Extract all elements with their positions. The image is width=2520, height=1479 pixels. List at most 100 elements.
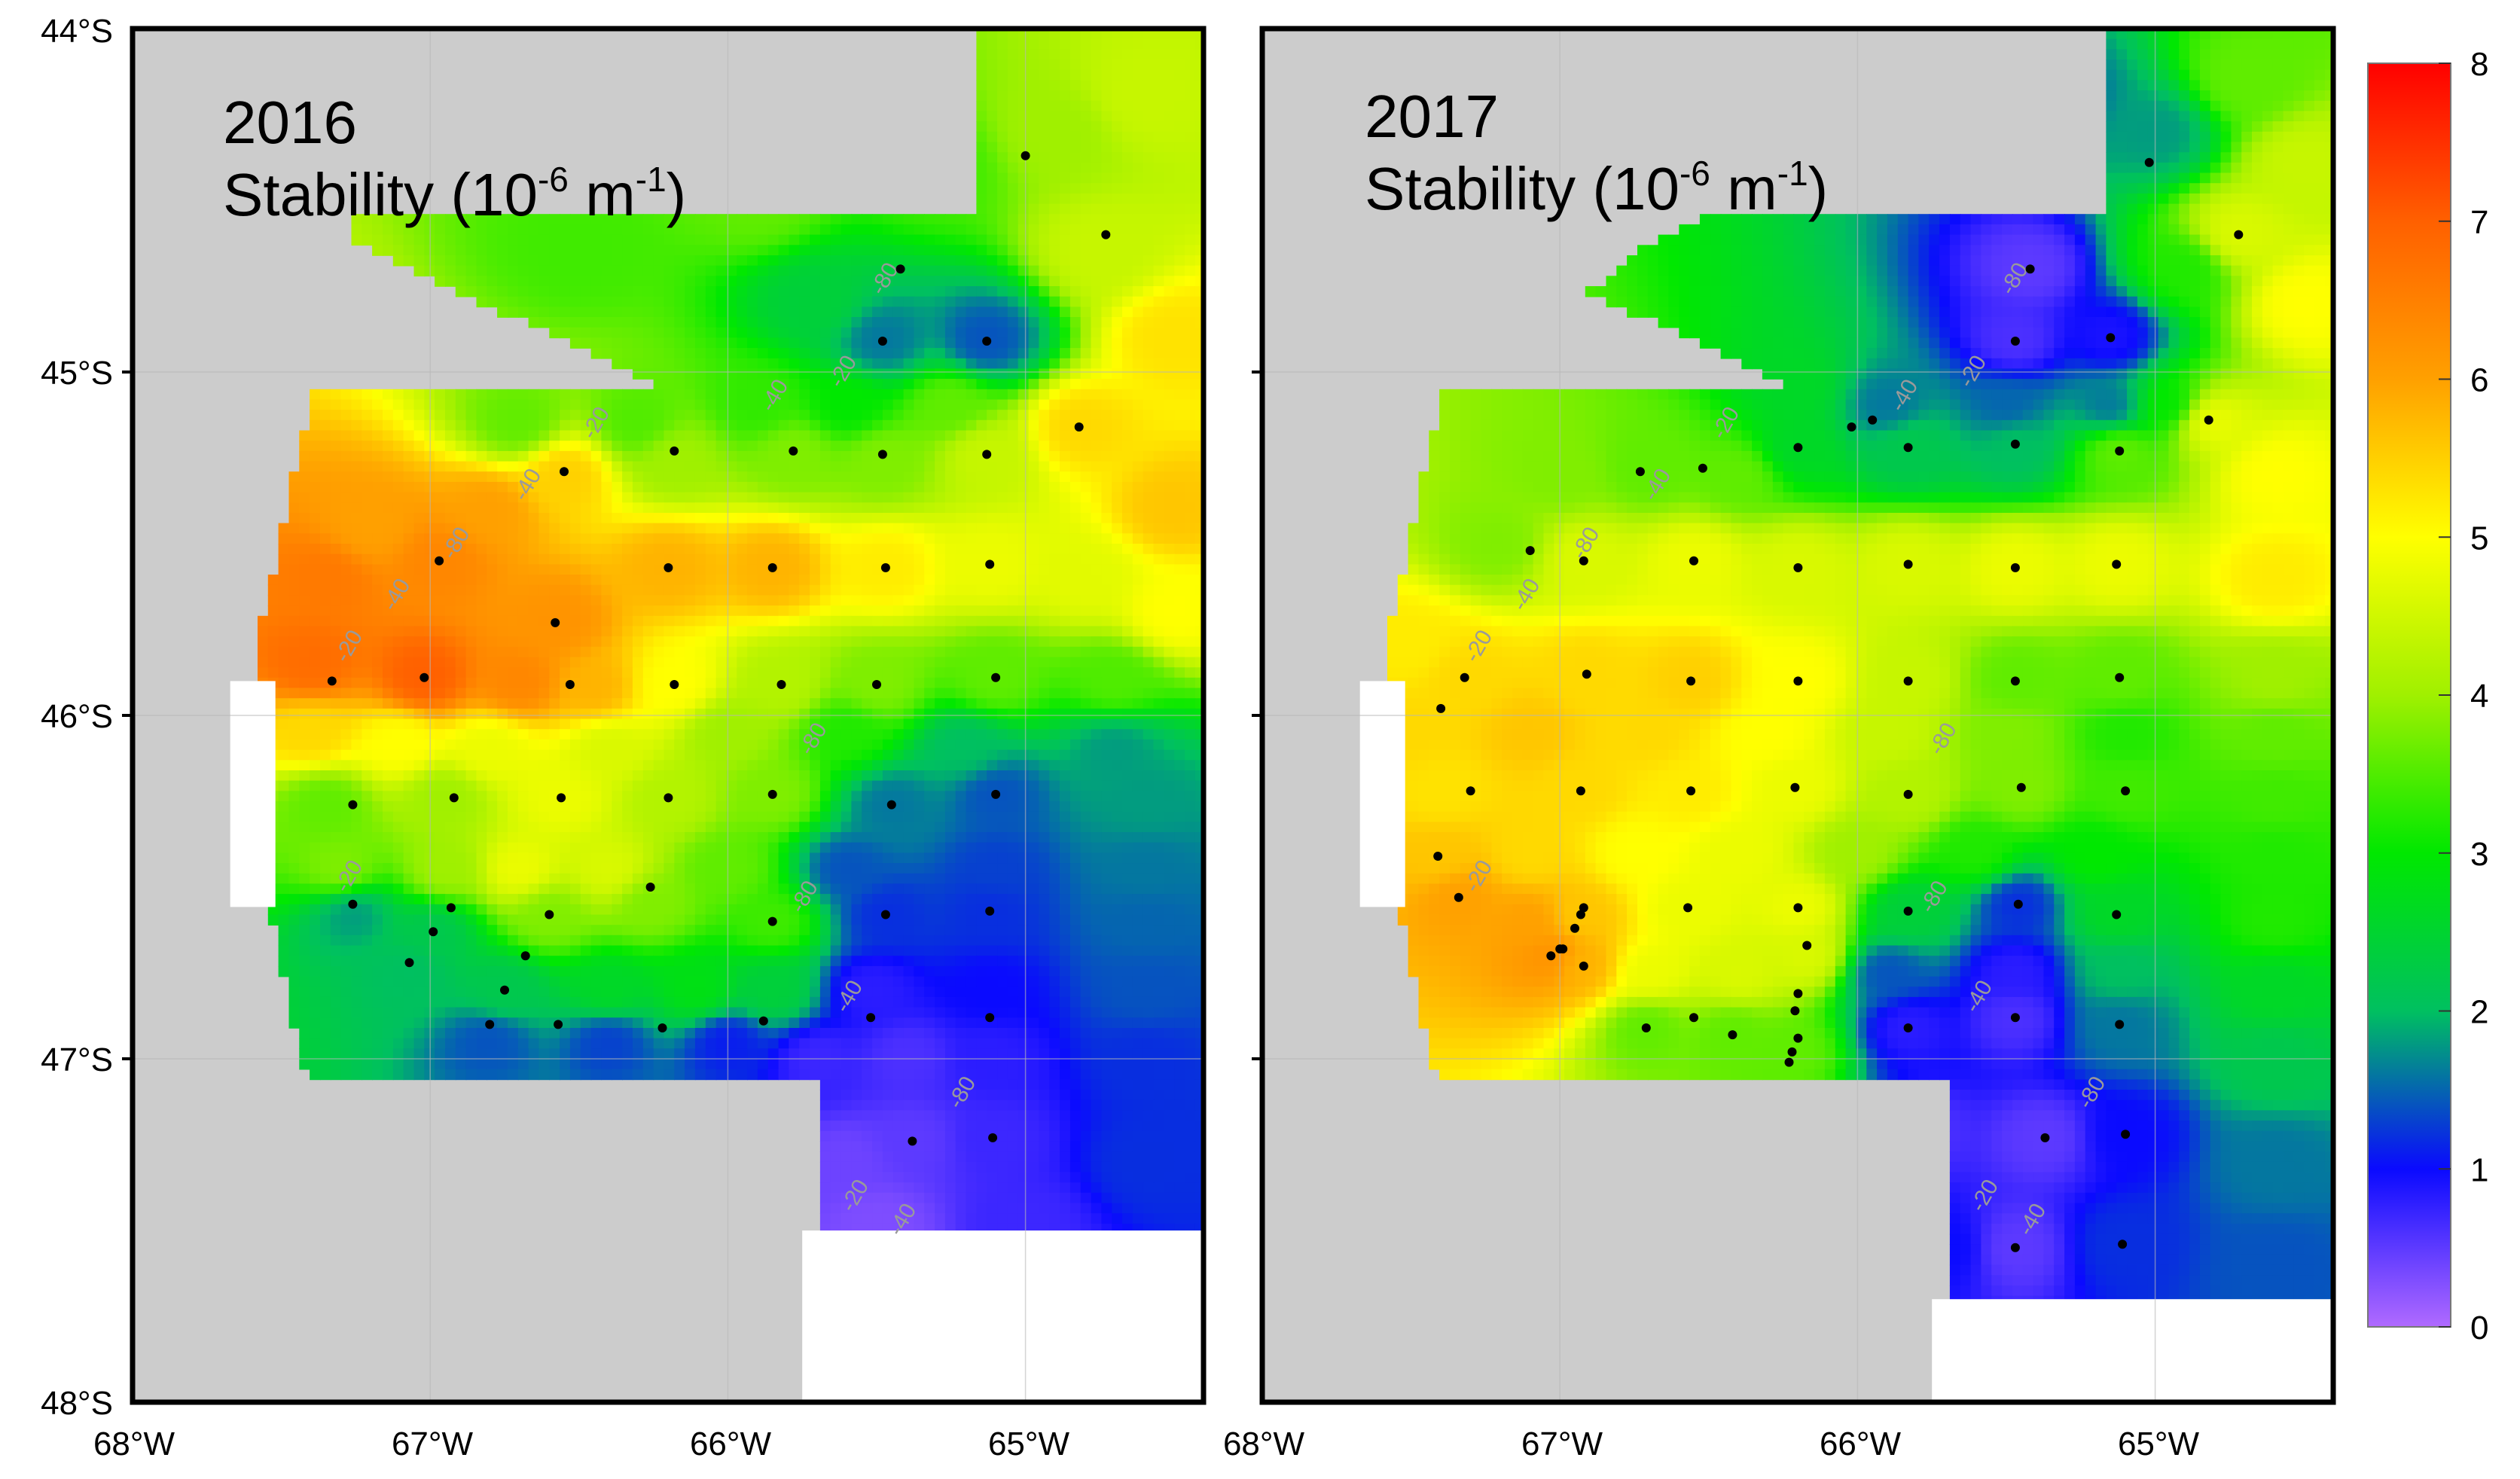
field-cell bbox=[694, 389, 706, 401]
field-cell bbox=[288, 646, 301, 658]
field-cell bbox=[757, 575, 769, 586]
field-cell bbox=[487, 595, 498, 606]
field-cell bbox=[622, 224, 633, 236]
field-cell bbox=[1164, 29, 1175, 40]
field-cell bbox=[737, 513, 748, 524]
field-cell bbox=[1153, 80, 1165, 91]
field-cell bbox=[747, 739, 758, 751]
field-cell bbox=[810, 615, 821, 627]
field-cell bbox=[612, 441, 623, 452]
field-cell bbox=[642, 234, 654, 246]
field-cell bbox=[601, 513, 612, 524]
field-cell bbox=[810, 584, 821, 596]
field-cell bbox=[892, 739, 905, 751]
field-cell bbox=[789, 513, 800, 524]
field-cell bbox=[1164, 69, 1175, 81]
field-cell bbox=[435, 265, 446, 277]
field-cell bbox=[955, 718, 967, 730]
field-cell bbox=[674, 544, 685, 555]
field-cell bbox=[351, 760, 363, 771]
field-cell bbox=[1101, 203, 1112, 215]
field-cell bbox=[1017, 553, 1030, 566]
field-cell bbox=[1174, 718, 1185, 730]
field-cell bbox=[632, 296, 644, 308]
field-cell bbox=[1101, 533, 1112, 544]
field-cell bbox=[383, 688, 394, 699]
field-cell bbox=[1174, 698, 1185, 709]
field-cell bbox=[1143, 770, 1155, 782]
field-cell bbox=[737, 265, 748, 277]
field-cell bbox=[789, 533, 800, 544]
field-cell bbox=[924, 553, 935, 566]
field-cell bbox=[653, 739, 665, 751]
field-cell bbox=[632, 564, 644, 575]
field-cell bbox=[465, 605, 477, 617]
field-cell bbox=[747, 708, 758, 720]
field-cell bbox=[819, 595, 831, 606]
field-cell bbox=[528, 276, 540, 287]
field-cell bbox=[1039, 368, 1050, 380]
field-cell bbox=[997, 708, 1008, 720]
field-cell bbox=[528, 677, 540, 689]
field-cell bbox=[955, 523, 967, 535]
field-cell bbox=[476, 441, 488, 452]
field-cell bbox=[767, 575, 779, 586]
field-cell bbox=[1164, 430, 1175, 441]
field-cell bbox=[278, 523, 290, 535]
field-cell bbox=[737, 471, 748, 483]
field-cell bbox=[1028, 90, 1040, 102]
field-cell bbox=[487, 430, 498, 441]
field-cell bbox=[1101, 502, 1112, 514]
field-cell bbox=[1143, 90, 1155, 102]
field-cell bbox=[372, 234, 383, 246]
field-cell bbox=[517, 306, 529, 318]
field-cell bbox=[465, 708, 477, 720]
field-cell bbox=[1017, 69, 1030, 81]
field-cell bbox=[330, 419, 342, 432]
field-cell bbox=[976, 214, 987, 225]
field-cell bbox=[1091, 441, 1103, 452]
field-cell bbox=[1101, 410, 1112, 421]
field-cell bbox=[726, 214, 737, 225]
field-cell bbox=[664, 698, 675, 709]
field-cell bbox=[569, 749, 581, 761]
field-cell bbox=[445, 553, 456, 566]
field-cell bbox=[1143, 667, 1155, 679]
field-cell bbox=[580, 337, 592, 349]
field-cell bbox=[705, 595, 717, 606]
field-cell bbox=[1112, 327, 1123, 339]
field-cell bbox=[747, 317, 758, 328]
field-cell bbox=[955, 544, 967, 555]
field-cell bbox=[1153, 760, 1165, 771]
field-cell bbox=[1174, 481, 1185, 493]
field-cell bbox=[1028, 430, 1040, 441]
field-cell bbox=[1060, 59, 1071, 71]
field-cell bbox=[1007, 296, 1019, 308]
field-cell bbox=[955, 688, 967, 699]
field-cell bbox=[299, 441, 310, 452]
field-cell bbox=[1185, 327, 1196, 339]
field-cell bbox=[392, 626, 404, 637]
field-cell bbox=[1143, 29, 1155, 40]
field-cell bbox=[278, 564, 290, 575]
field-cell bbox=[403, 410, 415, 421]
field-cell bbox=[590, 276, 603, 287]
field-cell bbox=[601, 286, 612, 297]
field-cell bbox=[403, 234, 415, 246]
field-cell bbox=[1049, 430, 1060, 441]
field-cell bbox=[653, 296, 665, 308]
field-cell bbox=[685, 276, 696, 287]
field-cell bbox=[1122, 605, 1133, 617]
field-cell bbox=[1143, 729, 1155, 740]
field-cell bbox=[976, 626, 987, 637]
field-cell bbox=[694, 286, 706, 297]
field-cell bbox=[705, 760, 717, 771]
field-cell bbox=[966, 255, 978, 267]
field-cell bbox=[1174, 368, 1185, 380]
field-cell bbox=[841, 245, 853, 256]
field-cell bbox=[299, 698, 310, 709]
field-cell bbox=[685, 513, 696, 524]
field-cell bbox=[944, 245, 956, 256]
field-cell bbox=[799, 234, 810, 246]
field-cell bbox=[1080, 636, 1092, 648]
